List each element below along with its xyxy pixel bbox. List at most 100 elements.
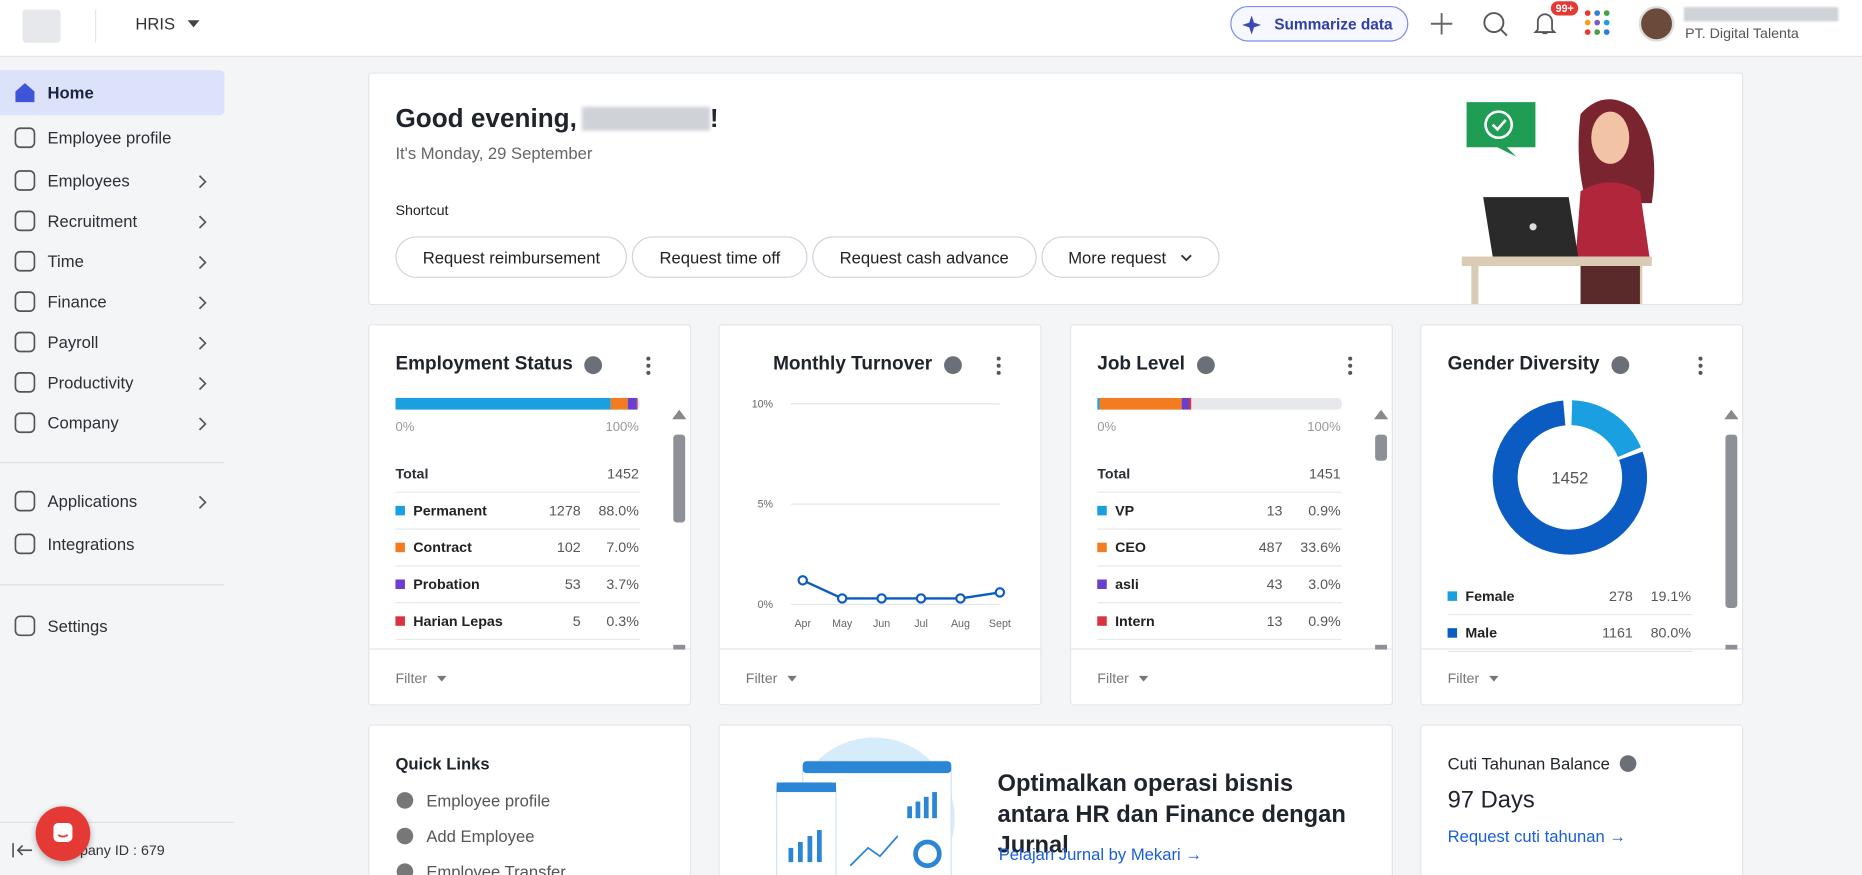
promo-link[interactable]: Pelajari Jurnal by Mekari →: [998, 844, 1202, 864]
nav-label: Settings: [47, 616, 108, 636]
caret-path: [786, 675, 797, 682]
shortcut-button[interactable]: Request cash advance: [812, 236, 1037, 278]
leave-header: Cuti Tahunan Balance: [1448, 754, 1637, 773]
leave-link[interactable]: Request cuti tahunan →: [1447, 826, 1626, 846]
illustration-part: [1491, 119, 1507, 132]
apps-icon-part: [1584, 19, 1591, 26]
nav-item[interactable]: Applications: [0, 479, 224, 524]
summarize-button[interactable]: Summarize data: [1230, 5, 1409, 42]
nav-item[interactable]: Company: [0, 400, 224, 445]
app-switcher-label[interactable]: HRIS: [135, 14, 176, 34]
notification-badge[interactable]: 99+: [1550, 1, 1579, 16]
illustration-part: [1466, 102, 1536, 157]
caret: [1138, 675, 1148, 682]
quick-link[interactable]: Add Employee: [395, 827, 534, 846]
info-icon[interactable]: [1619, 755, 1637, 772]
nav-item[interactable]: Employee profile: [0, 115, 224, 160]
nav-item[interactable]: Time: [0, 239, 224, 284]
row-count: 43: [1266, 575, 1283, 593]
info-icon[interactable]: [1611, 355, 1630, 374]
x-tick-label: Aug: [951, 618, 970, 630]
logo[interactable]: [22, 9, 61, 43]
x-tick-label: Apr: [794, 618, 811, 630]
sparkle-icon: [1242, 15, 1262, 35]
quick-link[interactable]: Employee Transfer: [395, 862, 566, 875]
legend-swatch: [1097, 505, 1107, 516]
scroll-thumb[interactable]: [1375, 434, 1387, 461]
row-percent: 3.7%: [606, 575, 639, 593]
chat-button[interactable]: [35, 806, 91, 861]
scale-max: 100%: [605, 420, 639, 435]
nav-item[interactable]: Productivity: [0, 360, 224, 405]
footer-divider: [369, 648, 690, 650]
illustration-part: [1484, 110, 1513, 140]
nav-item[interactable]: Settings: [0, 603, 224, 648]
kebab-menu[interactable]: [1698, 356, 1703, 375]
kebab-menu[interactable]: [996, 356, 1001, 375]
shortcut-button[interactable]: Request reimbursement: [395, 236, 628, 278]
promo-illustration-part: [802, 761, 952, 774]
info-icon[interactable]: [584, 355, 603, 374]
scroll-up-part: [672, 409, 687, 420]
link-icon-shape: [396, 792, 414, 809]
avatar[interactable]: [1638, 5, 1675, 42]
data-point: [876, 593, 887, 604]
company-name: PT. Digital Talenta: [1685, 24, 1799, 42]
illustration-part: [1471, 266, 1479, 304]
scroll-thumb[interactable]: [673, 434, 686, 523]
nav-label: Payroll: [47, 332, 99, 352]
filter-button[interactable]: Filter: [1097, 670, 1148, 686]
nav-icon-part: [14, 490, 36, 512]
nav-item[interactable]: Employees: [0, 158, 224, 203]
nav-item[interactable]: Recruitment: [0, 198, 224, 243]
kebab-menu[interactable]: [1348, 356, 1353, 375]
shortcut-button[interactable]: More request: [1040, 236, 1220, 278]
promo-illustration: [776, 737, 955, 875]
quick-link[interactable]: Employee profile: [395, 791, 550, 810]
scroll-thumb[interactable]: [1725, 434, 1738, 608]
nav-item[interactable]: Finance: [0, 279, 224, 324]
filter-button[interactable]: Filter: [1448, 670, 1499, 686]
caret: [436, 675, 447, 682]
sparkle-icon-part: [1242, 15, 1262, 35]
bar-segment: [1181, 397, 1189, 410]
nav-icon: [14, 615, 36, 637]
nav-item[interactable]: Home: [0, 70, 225, 116]
donut-chart: 1452: [1492, 400, 1648, 555]
line-chart: 0% 5% 10% Apr May Jun Jul Aug Sept: [752, 398, 1011, 630]
illustration-part: [1575, 182, 1650, 257]
kebab-menu-part: [1348, 356, 1353, 361]
row-name: Harian Lepas: [413, 612, 503, 630]
apps-icon-part: [1584, 29, 1591, 35]
promo-illustration-part: [907, 806, 912, 819]
row-percent: 0.3%: [606, 612, 639, 630]
row-name: CEO: [1115, 539, 1146, 556]
row-divider: [1097, 528, 1342, 530]
shortcut-button[interactable]: Request time off: [632, 236, 808, 278]
x-tick-label: Jun: [873, 618, 890, 630]
bar-segment: [1188, 397, 1192, 410]
kebab-menu[interactable]: [646, 356, 651, 375]
row-count: 487: [1258, 539, 1283, 556]
nav-icon-part: [14, 533, 36, 555]
filter-button[interactable]: Filter: [746, 670, 797, 686]
shortcut-label: More request: [1068, 247, 1167, 267]
info-icon[interactable]: [943, 355, 962, 374]
widget-header: Monthly Turnover: [773, 354, 962, 375]
quick-link-label: Employee profile: [426, 790, 551, 810]
y-tick-label: 5%: [758, 499, 774, 511]
nav-item[interactable]: Payroll: [0, 319, 224, 364]
kebab-menu-part: [646, 363, 651, 368]
chevron-path: [1180, 254, 1192, 261]
promo-title: Optimalkan operasi bisnis antara HR dan …: [997, 770, 1346, 859]
caret-path: [436, 675, 447, 682]
row-name: Probation: [413, 575, 480, 593]
nav-label: Company: [47, 413, 119, 433]
row-count: 1278: [548, 502, 581, 519]
nav-item[interactable]: Integrations: [0, 521, 224, 566]
filter-button[interactable]: Filter: [395, 670, 447, 686]
row-divider: [395, 491, 641, 493]
row-percent: 0.9%: [1308, 612, 1341, 630]
nav-icon: [15, 83, 35, 103]
info-icon[interactable]: [1196, 355, 1215, 374]
